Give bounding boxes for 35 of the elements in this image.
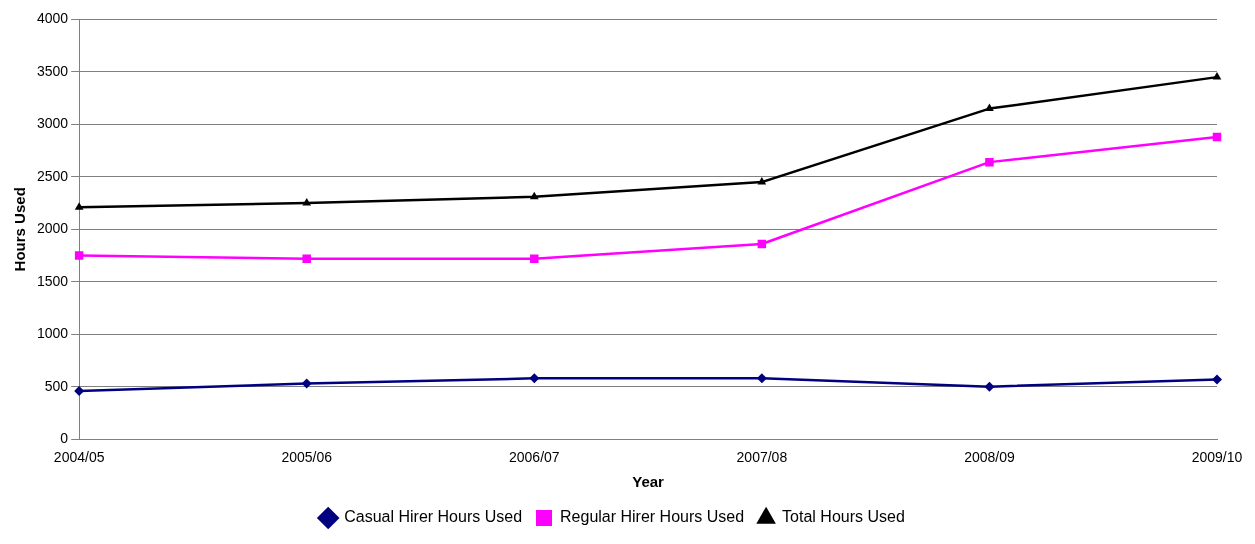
y-tick-label: 1500 [36,272,69,289]
point [1212,72,1222,80]
x-tick-label: 2008/09 [964,449,1015,466]
point [74,251,84,260]
legend-label: Casual Hirer Hours Used [344,508,523,526]
y-tick-label: 3000 [36,115,69,132]
x-tick-label: 2004/05 [53,449,105,466]
point [530,254,539,263]
point [529,373,540,384]
x-tick-label: 2007/08 [736,449,788,466]
y-tick-label: 1000 [36,325,69,342]
point [757,177,767,185]
point [756,373,767,384]
y-tick-label: 0 [60,430,69,447]
point [301,378,312,389]
point [302,198,312,206]
point [1212,374,1222,385]
point [529,191,539,200]
y-tick-label: 4000 [36,10,69,27]
point [984,381,995,392]
point [302,254,311,263]
x-axis-title: Year [632,473,665,491]
point [74,202,84,210]
y-tick-label: 2000 [36,220,69,237]
x-tick-label: 2009/10 [1191,449,1243,466]
legend-label: Total Hours Used [782,508,905,526]
x-tick-label: 2005/06 [281,449,333,466]
y-axis-title: Hours Used [11,187,29,272]
point [985,103,994,112]
y-tick-label: 3500 [36,62,69,79]
y-tick-label: 500 [44,377,69,394]
y-tick-label: 2500 [36,167,69,184]
point [985,157,994,167]
legend-label: Regular Hirer Hours Used [560,508,745,526]
x-tick-label: 2006/07 [508,449,560,466]
